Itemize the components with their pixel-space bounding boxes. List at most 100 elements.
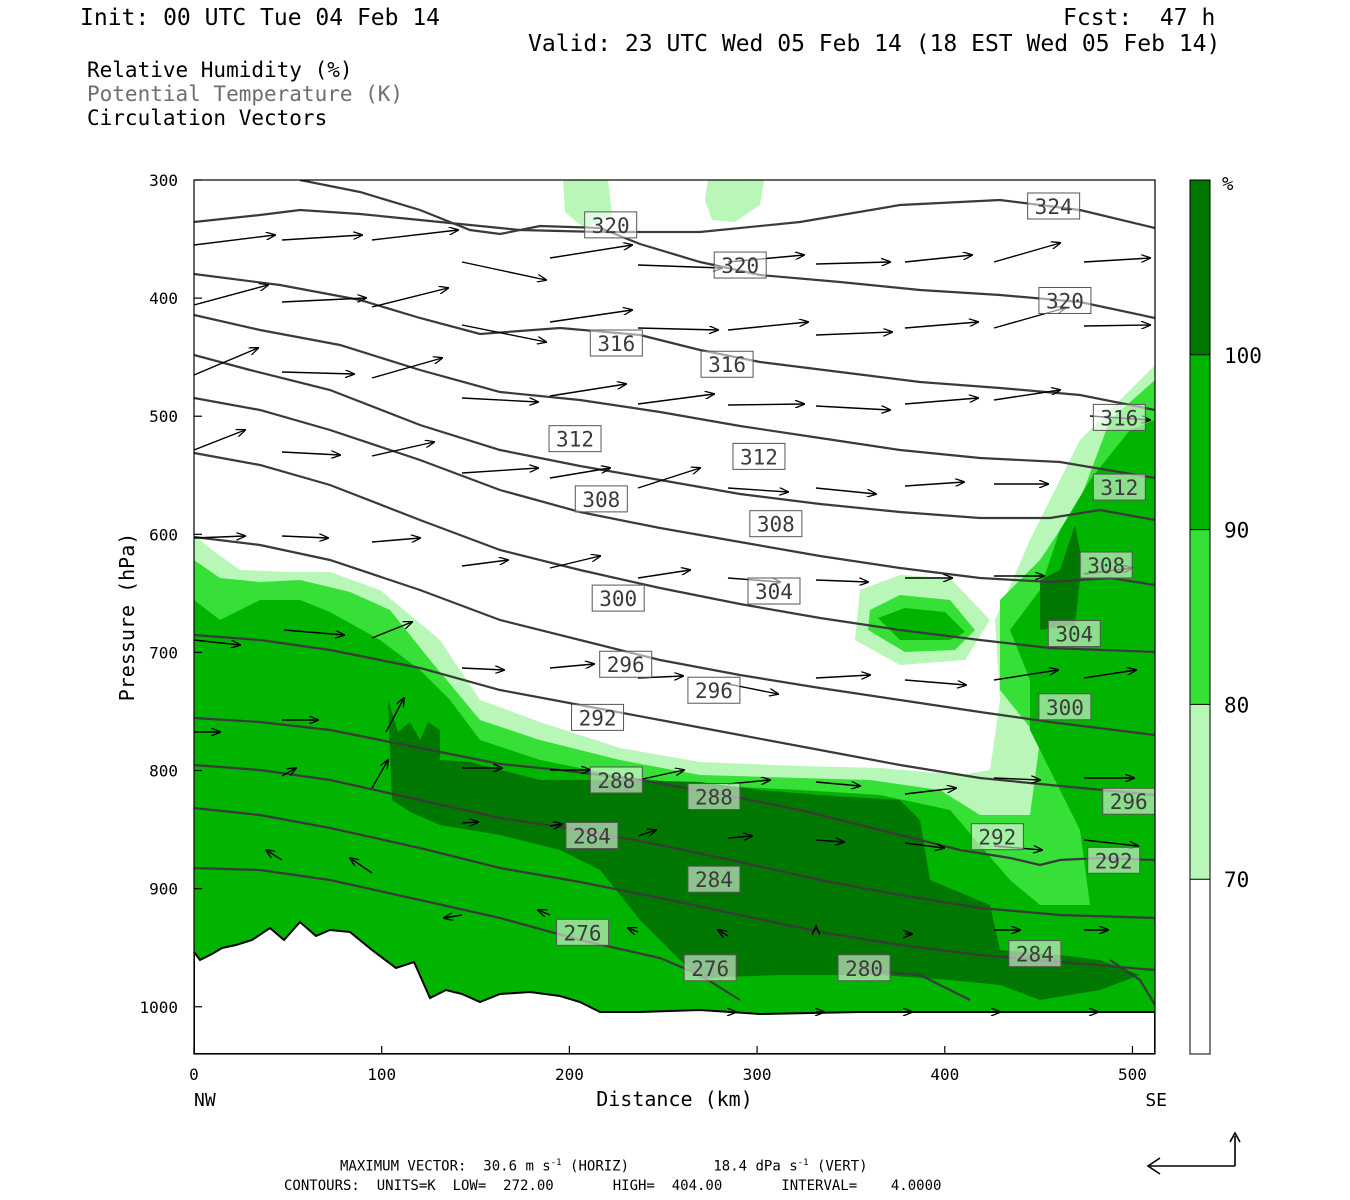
- circulation-vector: [637, 328, 718, 330]
- theta-label-box: [589, 766, 643, 794]
- rh-100-patch-se: [1040, 525, 1082, 630]
- circulation-vector: [904, 679, 966, 685]
- colorbar-unit-label: %: [1222, 173, 1234, 195]
- circulation-vector: [718, 930, 729, 936]
- circulation-vectors: [194, 230, 1150, 1012]
- theta-label: 308: [757, 513, 795, 537]
- theta-contour-line: [194, 272, 1155, 412]
- y-tick-label: 900: [149, 880, 178, 899]
- circulation-vector: [281, 452, 340, 455]
- theta-label-box: [1079, 551, 1133, 579]
- theta-label-box: [747, 577, 801, 605]
- circulation-vector: [637, 830, 656, 837]
- circulation-vector: [637, 570, 690, 579]
- theta-contour-line: [1109, 959, 1155, 1006]
- circulation-vector: [815, 405, 890, 410]
- theta-label-box: [687, 676, 741, 704]
- y-tick-label: 300: [149, 171, 178, 190]
- max-vert-exp: -1: [797, 1158, 809, 1168]
- x-tick-label: 500: [1118, 1065, 1147, 1084]
- colorbar-swatch: [1190, 180, 1210, 355]
- nw-label: NW: [194, 1090, 216, 1111]
- x-tick-label: 100: [367, 1065, 396, 1084]
- circulation-vector: [815, 675, 870, 678]
- circulation-vector: [549, 824, 562, 826]
- theta-label-box: [713, 251, 767, 279]
- theta-label: 300: [1046, 696, 1084, 720]
- y-tick-label: 400: [149, 289, 178, 308]
- circulation-vector: [461, 324, 546, 342]
- circulation-vector: [371, 288, 448, 308]
- y-tick-label: 500: [149, 407, 178, 426]
- circulation-vector: [549, 310, 632, 323]
- theta-label-box: [700, 350, 754, 378]
- theta-label-box: [1027, 192, 1081, 220]
- theta-label-box: [1008, 940, 1062, 968]
- theta-label: 304: [1055, 623, 1093, 647]
- theta-label-box: [970, 823, 1024, 851]
- circulation-vector: [815, 782, 860, 786]
- circulation-vector: [371, 230, 458, 241]
- circulation-vector: [637, 770, 684, 781]
- colorbar-level-label: 90: [1224, 519, 1249, 543]
- theta-label-box: [749, 510, 803, 538]
- circulation-vector: [1083, 258, 1150, 263]
- circulation-vector: [281, 536, 328, 538]
- theta-label-box: [556, 918, 610, 946]
- y-tick-label: 1000: [139, 998, 178, 1017]
- valid-time: Valid: 23 UTC Wed 05 Feb 14 (18 EST Wed …: [528, 31, 1221, 57]
- circulation-vector: [549, 664, 594, 668]
- theta-label-box: [1092, 473, 1146, 501]
- max-vert-value: 18.4: [713, 1158, 748, 1175]
- terrain: [194, 920, 1155, 1054]
- theta-label-box: [683, 954, 737, 982]
- max-horiz-tag: (HORIZ): [570, 1158, 630, 1175]
- theta-label: 316: [708, 353, 746, 377]
- circulation-vector: [904, 322, 978, 329]
- theta-label: 324: [1035, 195, 1073, 219]
- theta-label: 292: [978, 826, 1016, 850]
- max-horiz-exp: -1: [550, 1158, 562, 1168]
- rh-90-patch-mid: [878, 608, 965, 640]
- circulation-vector: [461, 261, 546, 280]
- x-axis-label: Distance (km): [596, 1087, 753, 1111]
- circulation-vector: [904, 482, 964, 487]
- circulation-vector: [266, 850, 283, 861]
- circulation-vector: [461, 822, 478, 823]
- theta-label-box: [548, 425, 602, 453]
- theta-label: 284: [1016, 943, 1054, 967]
- theta-contour-labels: 324 320 320 320 316 316 316 312 312 312 308 308 308 3…: [548, 192, 1156, 982]
- theta-contour-line: [194, 313, 1155, 480]
- theta-label: 296: [695, 679, 733, 703]
- circulation-vector: [538, 910, 551, 915]
- circulation-vector: [194, 536, 245, 538]
- theta-contour-line: [299, 180, 1155, 320]
- theta-contour-line: [194, 806, 1155, 972]
- theta-label: 296: [607, 653, 645, 677]
- circulation-vector: [549, 556, 600, 569]
- max-horiz-value: 30.6: [483, 1158, 518, 1175]
- circulation-vector: [815, 262, 890, 264]
- circulation-vector: [444, 915, 463, 918]
- circulation-vector: [904, 255, 972, 263]
- theta-label-box: [687, 865, 741, 893]
- contour-info: CONTOURS: UNITS=K LOW= 272.00 HIGH= 404.…: [284, 1178, 942, 1194]
- circulation-vector: [727, 836, 752, 838]
- circulation-vector: [549, 245, 632, 259]
- theta-label: 288: [695, 786, 733, 810]
- theta-label-box: [584, 211, 638, 239]
- circulation-vector: [904, 788, 956, 795]
- circulation-vector: [283, 629, 344, 635]
- theta-contour-line: [194, 633, 1155, 797]
- theta-label: 284: [695, 868, 733, 892]
- colorbar-swatch: [1190, 354, 1210, 530]
- colorbar-swatch: [1190, 879, 1210, 1054]
- circulation-vector: [549, 468, 610, 479]
- theta-label-box: [565, 822, 619, 849]
- circulation-vector: [385, 698, 404, 733]
- theta-contour-line: [194, 198, 1155, 234]
- circulation-vector: [727, 487, 788, 492]
- colorbar-swatch: [1190, 529, 1210, 705]
- theta-label: 308: [582, 488, 620, 512]
